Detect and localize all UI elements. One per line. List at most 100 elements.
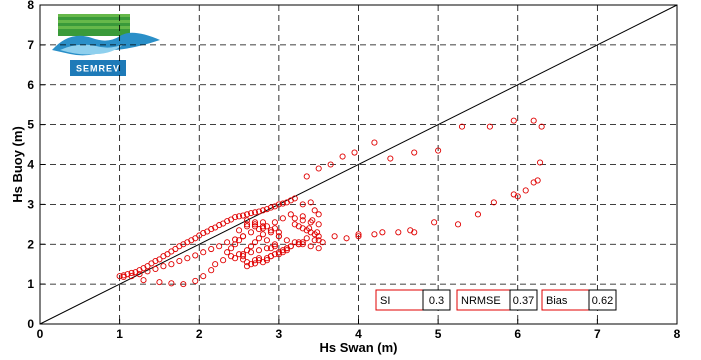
data-point [371,139,378,146]
data-point [144,268,151,275]
data-point [172,245,179,253]
logo-green-stripe-2 [58,20,130,23]
data-point [200,230,207,237]
one-to-one-line [39,4,678,325]
data-point [407,227,414,234]
y-axis-label: Hs Buoy (m) [10,126,25,203]
data-point [275,201,282,208]
data-point [220,257,227,264]
data-point [192,252,199,259]
logo-wave-highlight [60,44,124,55]
stat-value-box-1 [509,289,538,311]
stat-label-2: Bias [546,295,568,307]
data-point [291,215,298,222]
data-point [314,229,321,236]
data-point [271,225,278,232]
data-point [243,217,251,224]
x-tick-label-2: 2 [196,327,203,341]
x-tick-label-4: 4 [355,327,362,341]
data-point [259,219,267,226]
data-point [307,243,314,250]
data-point [168,280,175,287]
plot-frame [39,4,678,325]
data-point [514,193,521,200]
data-point [283,237,290,244]
data-point [355,231,362,238]
data-point [351,149,358,156]
data-point [486,123,493,130]
data-point [458,123,466,130]
data-point [247,243,255,250]
data-point [228,245,235,252]
y-tick-label-6: 6 [27,78,34,92]
data-point [247,229,255,236]
y-tick-label-8: 8 [27,0,34,12]
data-point [232,241,239,248]
data-point [200,273,207,280]
data-point [236,237,243,244]
data-point [315,233,322,240]
logo-text-bg [70,60,126,76]
data-point [251,239,259,246]
grid [39,4,678,325]
data-point [295,239,302,246]
data-point [160,263,167,270]
y-tick-label-5: 5 [27,118,34,132]
data-point [259,225,267,232]
data-point [283,247,290,254]
data-point [279,200,286,207]
stats-panel: SI 0.3 NRMSE 0.37 Bias 0.62 [375,289,617,311]
data-point [309,217,316,224]
data-point [299,213,306,220]
data-point [120,273,127,280]
data-point [355,233,362,240]
y-tick-label-4: 4 [27,158,34,172]
data-point [120,272,127,279]
data-point [251,219,259,226]
data-points [116,117,545,288]
data-point [474,211,481,218]
data-point [184,255,191,262]
data-point [435,147,442,154]
data-point [164,251,171,258]
data-point [156,256,163,263]
data-point [271,243,278,250]
data-point [271,219,278,226]
data-point [156,279,163,286]
data-point [176,257,183,265]
data-point [116,273,123,280]
x-tick-label-6: 6 [514,327,521,341]
data-point [295,241,302,248]
data-point [311,237,318,244]
data-point [224,249,231,256]
x-tick-label-0: 0 [37,327,44,341]
data-point [140,277,147,284]
data-point [255,208,263,215]
data-point [255,255,263,262]
data-point [311,207,318,214]
data-point [271,241,278,248]
data-point [247,210,255,217]
data-point [490,199,497,206]
data-point [343,235,350,242]
data-point [208,267,215,274]
data-point [387,155,394,162]
data-point [152,257,159,265]
data-point [411,149,418,156]
data-point [530,179,537,186]
data-point [291,195,298,202]
data-point [239,251,247,258]
data-point [395,229,402,236]
data-point [216,243,223,250]
data-point [267,204,274,211]
data-point [259,231,267,238]
data-point [263,245,270,252]
data-point [243,211,251,218]
data-point [251,260,259,267]
data-point [255,226,263,233]
data-point [212,261,219,268]
data-point [431,219,438,226]
data-point [267,253,274,260]
data-point [275,229,282,236]
y-tick-label-0: 0 [27,317,34,331]
